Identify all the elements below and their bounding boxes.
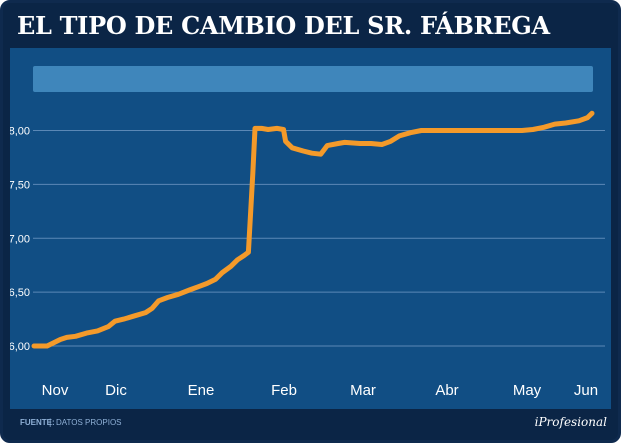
x-tick-label: Jun xyxy=(574,382,598,399)
y-tick-label: 7,50 xyxy=(10,179,30,191)
chart-title: EL TIPO DE CAMBIO DEL SR. FÁBREGA xyxy=(17,11,550,40)
x-tick-label: Ene xyxy=(188,382,215,399)
series-line xyxy=(31,110,595,349)
plot-area: 6,00 6,50 7,00 7,50 8,00 Nov Dic Ene Feb Mar Abr M… xyxy=(9,48,611,409)
y-tick-label: 8,00 xyxy=(10,126,30,138)
source-label: FUENTE: xyxy=(20,418,55,427)
y-tick-label: 6,50 xyxy=(10,287,30,299)
x-tick-label: Dic xyxy=(105,382,127,399)
footer: FUENTE: | DATOS PROPIOS iProfesional xyxy=(10,413,611,435)
y-tick-label: 7,00 xyxy=(10,233,30,245)
source-separator: | xyxy=(49,417,52,427)
brand-logo: iProfesional xyxy=(534,415,607,429)
y-axis-ticks: 6,00 6,50 7,00 7,50 8,00 xyxy=(9,126,30,353)
chart-svg: 6,00 6,50 7,00 7,50 8,00 Nov Dic Ene Feb Mar Abr M… xyxy=(9,66,605,399)
x-axis-ticks: Nov Dic Ene Feb Mar Abr May Jun xyxy=(42,382,598,399)
x-tick-label: Nov xyxy=(42,382,69,399)
source-value: DATOS PROPIOS xyxy=(56,418,122,427)
gridlines xyxy=(33,130,605,347)
series-layer xyxy=(31,110,595,349)
plot-banner xyxy=(33,66,593,92)
x-tick-label: Feb xyxy=(271,382,297,399)
x-tick-label: Mar xyxy=(350,382,376,399)
x-tick-label: Abr xyxy=(435,382,458,399)
y-tick-label: 6,00 xyxy=(10,341,30,353)
x-tick-label: May xyxy=(513,382,542,399)
